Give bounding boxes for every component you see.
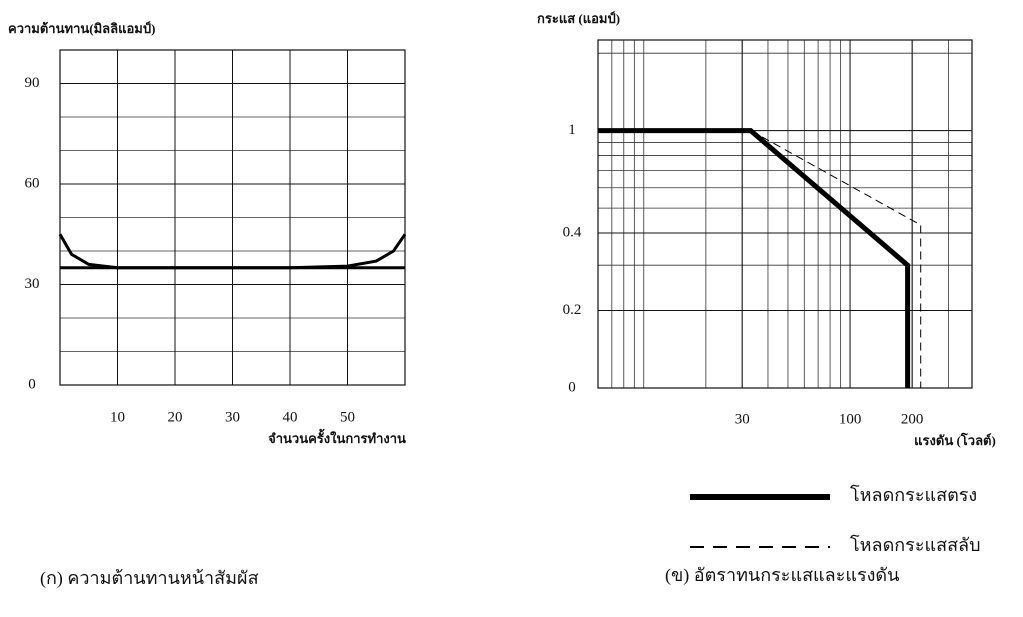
- y-tick-label: 30: [25, 276, 40, 292]
- y-tick-label: 0.4: [563, 224, 582, 240]
- x-tick-label: 100: [839, 411, 862, 427]
- caption: (ข) อัตราทนกระแสและแรงดัน: [665, 565, 899, 586]
- x-tick-label: 10: [110, 409, 125, 425]
- page: 03060901020304050ความต้านทาน(มิลลิแอมป์)…: [0, 0, 1023, 617]
- series-line: [751, 131, 921, 388]
- x-tick-label: 30: [225, 409, 240, 425]
- series-line: [598, 131, 908, 388]
- x-tick-label: 20: [168, 409, 183, 425]
- caption: (ก) ความต้านทานหน้าสัมผัส: [40, 568, 259, 589]
- y-tick-label: 0: [568, 379, 576, 395]
- x-tick-label: 40: [283, 409, 298, 425]
- y-axis-label: กระแส (แอมป์): [537, 11, 620, 26]
- x-tick-label: 50: [340, 409, 355, 425]
- y-tick-label: 0: [28, 376, 36, 392]
- figure: 03060901020304050ความต้านทาน(มิลลิแอมป์)…: [0, 0, 1023, 617]
- y-tick-label: 0.2: [563, 302, 582, 318]
- legend-label: โหลดกระแสสลับ: [850, 534, 981, 555]
- y-tick-label: 1: [568, 122, 576, 138]
- legend-label: โหลดกระแสตรง: [850, 484, 977, 505]
- y-axis-label: ความต้านทาน(มิลลิแอมป์): [8, 21, 155, 36]
- x-axis-label: จำนวนครั้งในการทำงาน: [268, 428, 406, 446]
- x-axis-label: แรงดัน (โวลต์): [914, 432, 996, 448]
- x-tick-label: 30: [735, 411, 750, 427]
- y-tick-label: 60: [25, 175, 40, 191]
- x-tick-label: 200: [901, 411, 924, 427]
- plot-frame: [598, 40, 972, 388]
- y-tick-label: 90: [25, 75, 40, 91]
